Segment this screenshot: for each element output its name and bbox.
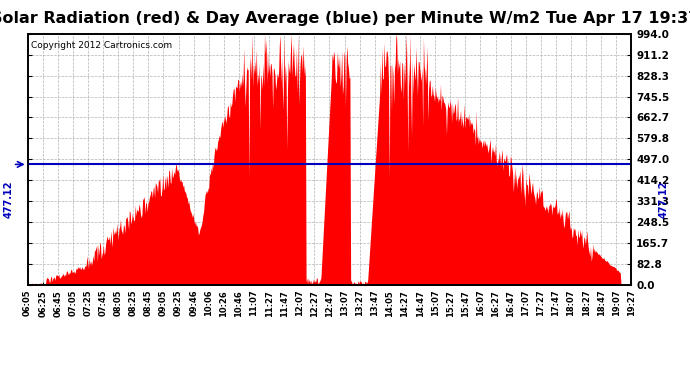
Text: Copyright 2012 Cartronics.com: Copyright 2012 Cartronics.com	[30, 41, 172, 50]
Text: Solar Radiation (red) & Day Average (blue) per Minute W/m2 Tue Apr 17 19:37: Solar Radiation (red) & Day Average (blu…	[0, 11, 690, 26]
Text: 477.12: 477.12	[3, 180, 13, 218]
Text: 477.12: 477.12	[659, 180, 669, 218]
